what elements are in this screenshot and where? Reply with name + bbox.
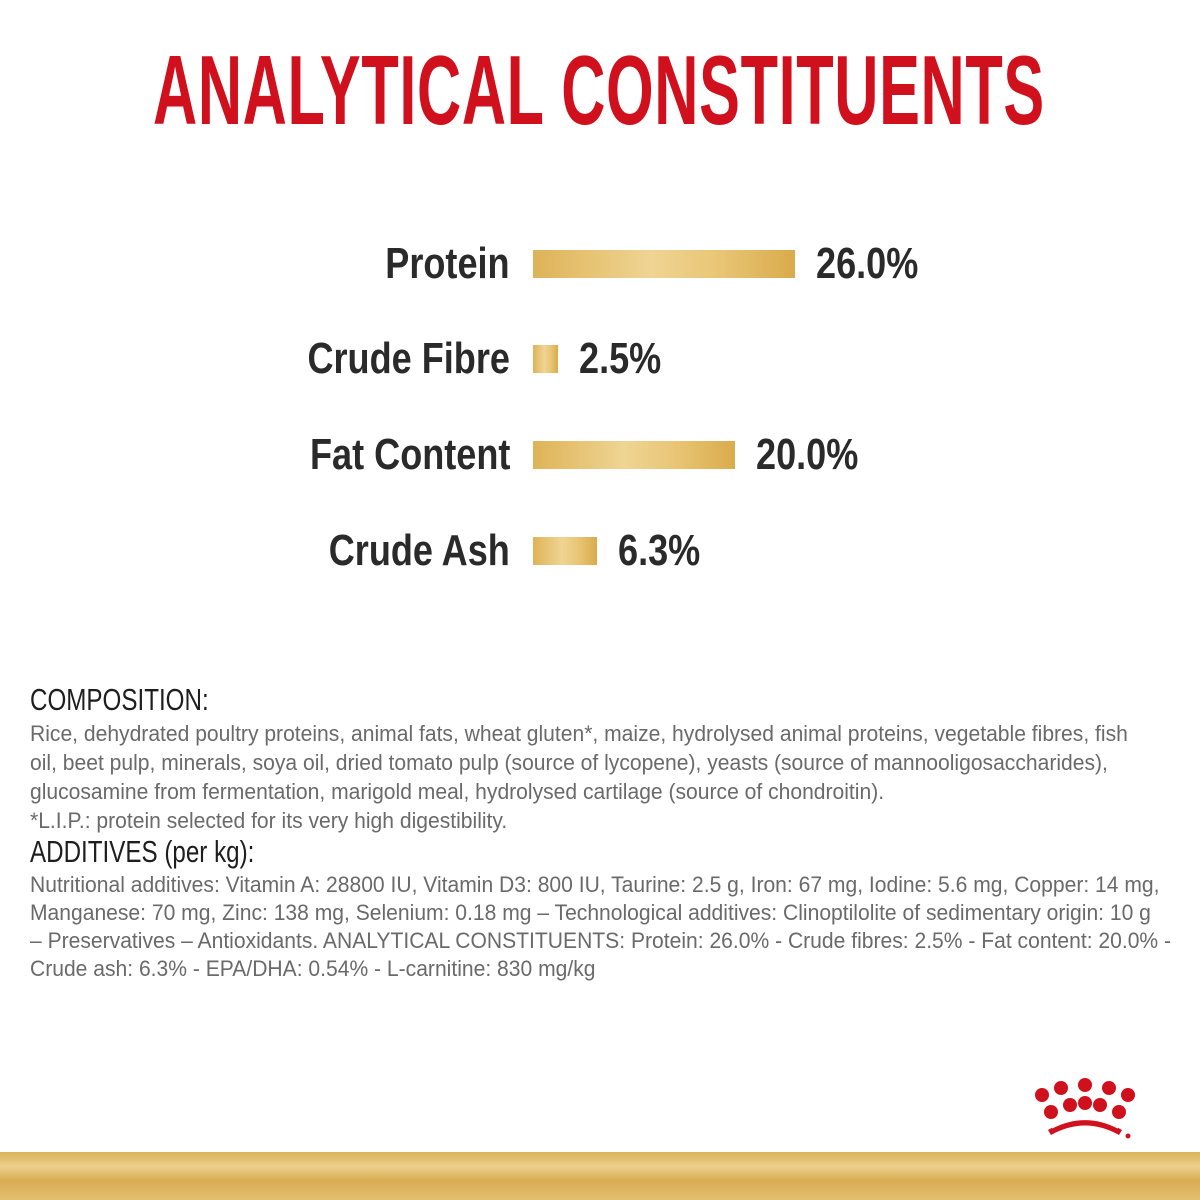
additives-line: Manganese: 70 mg, Zinc: 138 mg, Selenium…: [30, 900, 1151, 925]
page-title: ANALYTICAL CONSTITUENTS: [153, 35, 1045, 145]
additives-line: – Preservatives – Antioxidants. ANALYTIC…: [30, 928, 1172, 953]
composition-line: *L.I.P.: protein selected for its very h…: [30, 808, 508, 833]
composition-line: Rice, dehydrated poultry proteins, anima…: [30, 721, 1128, 746]
composition-heading: COMPOSITION:: [30, 682, 209, 717]
bar-value-label: 2.5%: [579, 334, 662, 383]
bar-value-label: 26.0%: [816, 239, 919, 288]
bar-value-label: 20.0%: [755, 430, 858, 479]
bar-label: Fat Content: [309, 430, 510, 479]
bar: [533, 537, 597, 565]
bar: [533, 250, 796, 278]
bar-label: Protein: [385, 239, 510, 288]
bar: [533, 441, 735, 469]
crown-logo-icon: [1035, 1078, 1135, 1139]
bar-value-label: 6.3%: [617, 526, 700, 575]
bar-label: Crude Fibre: [307, 334, 510, 383]
additives-line: Nutritional additives: Vitamin A: 28800 …: [30, 872, 1160, 897]
composition-line: glucosamine from fermentation, marigold …: [30, 779, 885, 804]
gold-footer-band: [0, 1152, 1200, 1200]
bar: [533, 345, 559, 373]
composition-line: oil, beet pulp, minerals, soya oil, drie…: [30, 750, 1108, 775]
additives-heading: ADDITIVES (per kg):: [30, 834, 255, 869]
bar-label: Crude Ash: [328, 526, 510, 575]
additives-line: Crude ash: 6.3% - EPA/DHA: 0.54% - L-car…: [30, 956, 596, 981]
